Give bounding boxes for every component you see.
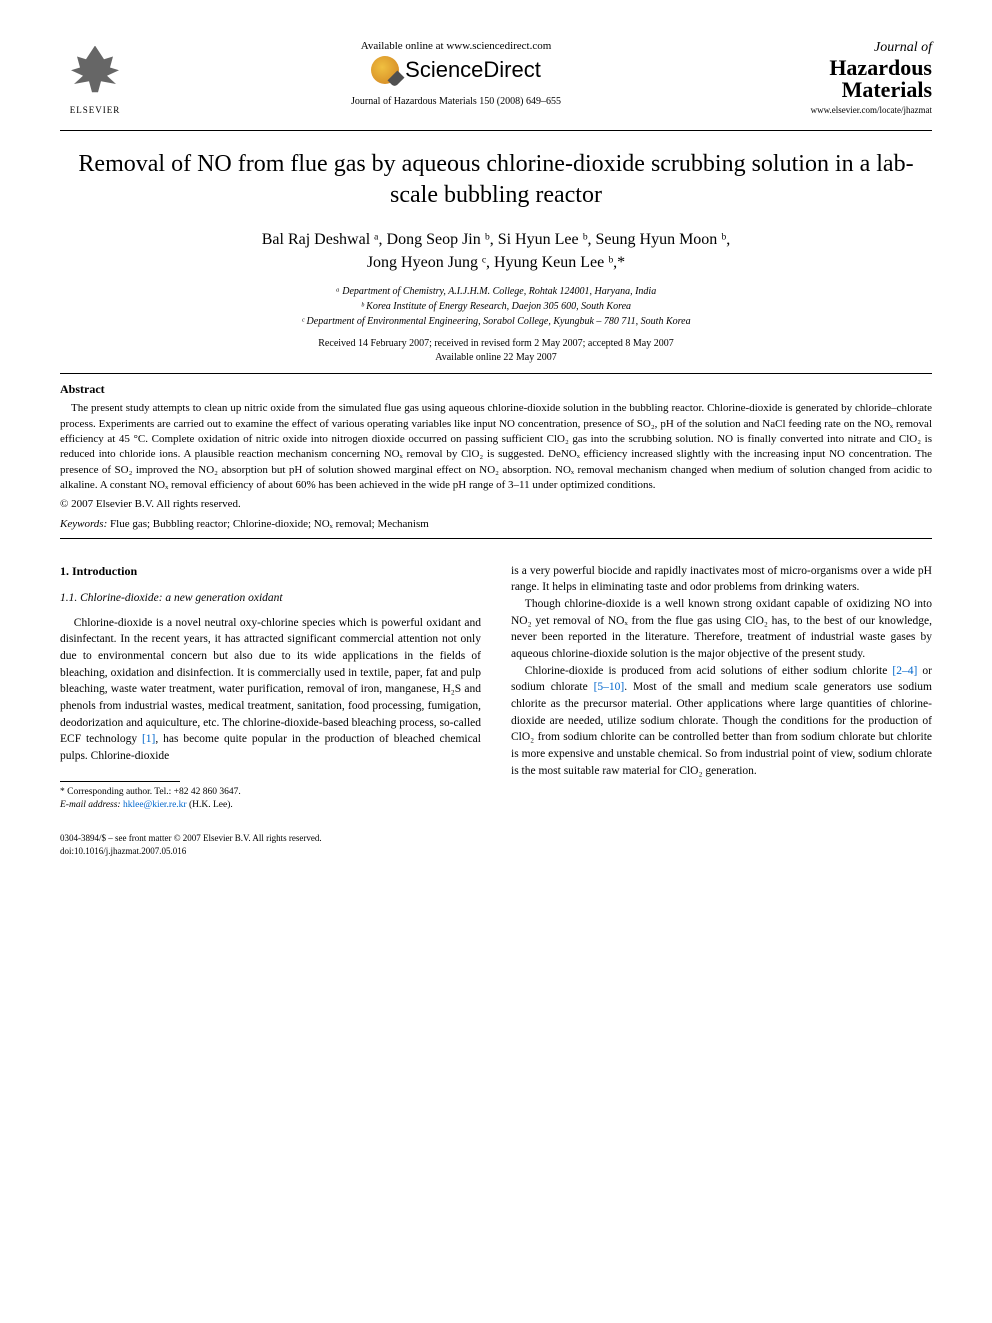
authors-line2: Jong Hyeon Jung ᶜ, Hyung Keun Lee ᵇ,* [60, 252, 932, 274]
email-suffix: (H.K. Lee). [187, 800, 233, 810]
ref-link-5-10[interactable]: [5–10] [594, 681, 625, 693]
keywords-text: Flue gas; Bubbling reactor; Chlorine-dio… [107, 518, 429, 530]
right-column: is a very powerful biocide and rapidly i… [511, 563, 932, 813]
abstract-text: The present study attempts to clean up n… [60, 401, 932, 493]
affiliation-a: ᵃ Department of Chemistry, A.I.J.H.M. Co… [60, 284, 932, 299]
left-p1-text-a: Chlorine-dioxide is a novel neutral oxy-… [60, 617, 481, 746]
elsevier-tree-icon [65, 46, 125, 101]
section-1-1-heading: 1.1. Chlorine-dioxide: a new generation … [60, 590, 481, 607]
journal-logo: Journal of Hazardous Materials www.elsev… [782, 40, 932, 115]
journal-name-line2: Hazardous [782, 57, 932, 79]
sciencedirect-text: ScienceDirect [405, 57, 541, 83]
left-column: 1. Introduction 1.1. Chlorine-dioxide: a… [60, 563, 481, 813]
divider [60, 538, 932, 539]
email-label: E-mail address: [60, 800, 121, 810]
sciencedirect-brand: ScienceDirect [150, 56, 762, 84]
right-paragraph-2: Though chlorine-dioxide is a well known … [511, 596, 932, 663]
journal-url: www.elsevier.com/locate/jhazmat [782, 105, 932, 115]
right-paragraph-3: Chlorine-dioxide is produced from acid s… [511, 663, 932, 780]
ref-link-2-4[interactable]: [2–4] [892, 665, 917, 677]
email-link[interactable]: hklee@kier.re.kr [121, 800, 187, 810]
footer-line1: 0304-3894/$ – see front matter © 2007 El… [60, 832, 932, 845]
online-date: Available online 22 May 2007 [60, 351, 932, 365]
received-date: Received 14 February 2007; received in r… [60, 337, 932, 351]
sciencedirect-icon [371, 56, 399, 84]
abstract-heading: Abstract [60, 382, 932, 397]
abstract-copyright: © 2007 Elsevier B.V. All rights reserved… [60, 498, 932, 510]
affiliations-block: ᵃ Department of Chemistry, A.I.J.H.M. Co… [60, 284, 932, 329]
footnote-block: * Corresponding author. Tel.: +82 42 860… [60, 786, 481, 813]
right-p3-text-c: . Most of the small and medium scale gen… [511, 681, 932, 776]
center-header: Available online at www.sciencedirect.co… [130, 40, 782, 107]
keywords-line: Keywords: Flue gas; Bubbling reactor; Ch… [60, 518, 932, 530]
available-online-text: Available online at www.sciencedirect.co… [150, 40, 762, 52]
divider [60, 130, 932, 131]
journal-name-line3: Materials [782, 79, 932, 101]
abstract-section: Abstract The present study attempts to c… [60, 382, 932, 509]
corresponding-author: * Corresponding author. Tel.: +82 42 860… [60, 786, 481, 799]
body-columns: 1. Introduction 1.1. Chlorine-dioxide: a… [60, 563, 932, 813]
footnote-rule [60, 781, 180, 782]
authors-block: Bal Raj Deshwal ᵃ, Dong Seop Jin ᵇ, Si H… [60, 229, 932, 274]
authors-line1: Bal Raj Deshwal ᵃ, Dong Seop Jin ᵇ, Si H… [60, 229, 932, 251]
right-p3-text-a: Chlorine-dioxide is produced from acid s… [525, 665, 893, 677]
keywords-label: Keywords: [60, 518, 107, 530]
dates-block: Received 14 February 2007; received in r… [60, 337, 932, 365]
elsevier-logo: ELSEVIER [60, 40, 130, 120]
affiliation-b: ᵇ Korea Institute of Energy Research, Da… [60, 299, 932, 314]
header-row: ELSEVIER Available online at www.science… [60, 40, 932, 120]
right-paragraph-1: is a very powerful biocide and rapidly i… [511, 563, 932, 596]
divider [60, 373, 932, 374]
elsevier-label: ELSEVIER [70, 105, 121, 115]
footer-line2: doi:10.1016/j.jhazmat.2007.05.016 [60, 845, 932, 858]
footer-block: 0304-3894/$ – see front matter © 2007 El… [60, 832, 932, 857]
affiliation-c: ᶜ Department of Environmental Engineerin… [60, 314, 932, 329]
citation-line: Journal of Hazardous Materials 150 (2008… [150, 96, 762, 107]
section-1-heading: 1. Introduction [60, 563, 481, 580]
article-title: Removal of NO from flue gas by aqueous c… [60, 149, 932, 211]
email-line: E-mail address: hklee@kier.re.kr (H.K. L… [60, 799, 481, 812]
ref-link-1[interactable]: [1] [142, 733, 155, 745]
left-paragraph-1: Chlorine-dioxide is a novel neutral oxy-… [60, 615, 481, 765]
